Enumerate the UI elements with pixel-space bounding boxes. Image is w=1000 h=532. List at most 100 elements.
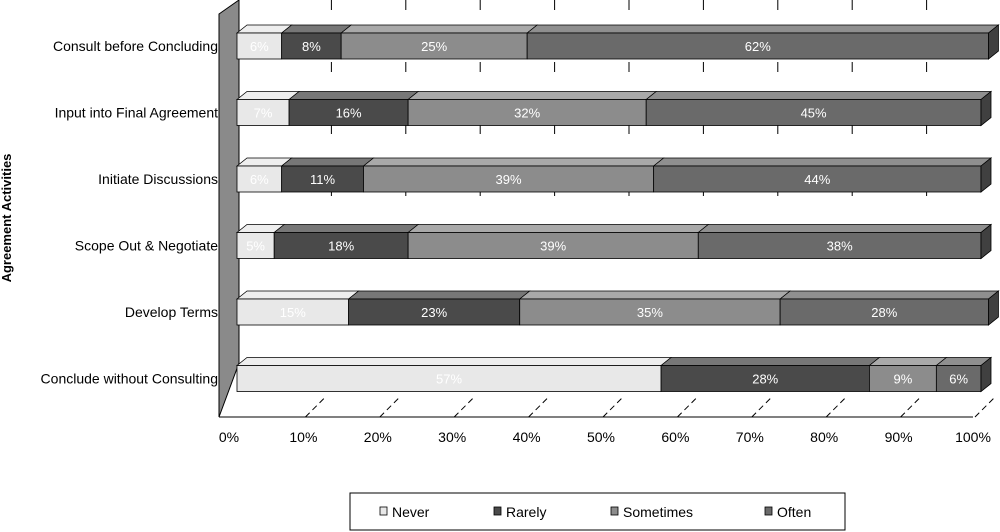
bar-segment: 35% — [518, 290, 792, 326]
bar-segment: 6% — [235, 157, 293, 193]
legend-label: Rarely — [506, 504, 546, 520]
bar-segment: 6% — [235, 24, 293, 60]
x-tick-label: 10% — [289, 429, 317, 445]
legend-label: Never — [392, 504, 430, 520]
bar-top-face — [280, 157, 375, 167]
gridlines — [305, 0, 996, 418]
data-label: 44% — [804, 172, 830, 187]
data-label: 6% — [250, 172, 269, 187]
bar-top-face — [347, 290, 531, 300]
bar-front-face — [273, 232, 409, 259]
bar-top-face — [280, 24, 353, 34]
data-label: 32% — [514, 106, 540, 121]
bar-top-face — [659, 357, 881, 366]
bar-segment: 18% — [273, 224, 420, 259]
bar-front-face — [236, 232, 275, 259]
category-label: Input into Final Agreement — [55, 105, 219, 121]
bar-front-face — [236, 99, 290, 126]
x-tick-label: 100% — [955, 429, 991, 445]
bar-front-face — [236, 165, 283, 193]
bar-front-face — [236, 365, 662, 392]
bar-front-face — [519, 298, 781, 326]
bar-top-face — [778, 290, 1000, 300]
x-tick-label: 90% — [885, 429, 913, 445]
x-tick-label: 60% — [661, 429, 689, 445]
x-axis-tick-labels: 0% 10% 20% 30% 40% 50% 60% 70% 80% 90% 100% — [219, 429, 991, 445]
bar-side-face — [980, 90, 992, 127]
bar-front-face — [236, 298, 349, 326]
legend-item: Often — [764, 504, 811, 520]
data-label: 38% — [827, 239, 853, 254]
legend: Never Rarely Sometimes Often — [349, 492, 846, 531]
bar-segment: 44% — [652, 157, 993, 193]
bar-front-face — [645, 99, 982, 126]
data-label: 8% — [302, 39, 321, 54]
bar-front-face — [281, 165, 364, 193]
bar-side-face — [988, 290, 999, 326]
legend-item: Never — [379, 504, 430, 520]
bar-segment: 11% — [280, 157, 375, 193]
bar-segment: 57% — [235, 357, 673, 392]
bar-top-face — [697, 224, 993, 233]
data-label: 6% — [949, 372, 968, 387]
data-label: 39% — [540, 239, 566, 254]
data-label: 28% — [752, 372, 778, 387]
bar-segment: 15% — [235, 290, 360, 326]
bar-segment: 45% — [645, 90, 993, 127]
bar-top-face — [652, 157, 993, 167]
data-label: 15% — [280, 305, 306, 320]
floor-gridline — [900, 396, 921, 418]
legend-swatch — [764, 506, 773, 516]
bar-side-face — [980, 356, 992, 393]
bar-front-face — [779, 298, 989, 326]
bar-top-face — [868, 357, 948, 366]
data-label: 57% — [436, 372, 462, 387]
data-label: 62% — [745, 39, 771, 54]
chart-backdrop — [218, 0, 973, 418]
legend-item: Sometimes — [610, 504, 693, 520]
category-labels: Consult before Concluding Input into Fina… — [41, 38, 219, 387]
data-label: 35% — [637, 305, 663, 320]
bar-front-face — [407, 99, 647, 126]
floor-gridline — [305, 396, 326, 418]
legend-item: Rarely — [493, 504, 546, 520]
bar-segment: 23% — [347, 290, 531, 326]
bar-segment: 6% — [935, 356, 993, 393]
data-label: 6% — [250, 39, 269, 54]
bar-front-face — [236, 32, 283, 60]
bar-top-face — [406, 91, 658, 100]
x-tick-label: 30% — [438, 429, 466, 445]
x-tick-label: 40% — [513, 429, 541, 445]
bar-segment: 62% — [526, 24, 1000, 60]
bar-top-face — [526, 24, 1000, 34]
data-label: 7% — [254, 106, 273, 121]
data-label: 11% — [310, 172, 335, 187]
floor-gridline — [825, 396, 847, 418]
legend-label: Sometimes — [623, 504, 693, 520]
category-label: Develop Terms — [125, 304, 218, 320]
bar-front-face — [407, 232, 699, 259]
data-label: 16% — [336, 106, 362, 121]
bar-top-face — [287, 91, 420, 100]
floor-gridline — [751, 396, 773, 418]
bar-segment: 28% — [659, 357, 881, 392]
legend-box — [349, 492, 846, 531]
data-label: 18% — [328, 239, 354, 254]
bar-side-face — [980, 157, 992, 193]
category-label: Conclude without Consulting — [41, 371, 218, 387]
category-label: Consult before Concluding — [53, 38, 218, 54]
category-label: Initiate Discussions — [98, 171, 218, 187]
bar-segment: 16% — [287, 91, 420, 126]
bar-segment: 25% — [340, 24, 539, 60]
data-label: 45% — [801, 106, 827, 121]
bar-top-face — [340, 24, 539, 34]
floor-gridline — [677, 396, 698, 418]
bars: 6% 8% 25% 62% 7% 16% 32% 45% 6% 11% 39% 44% 5% 18% 39%… — [235, 24, 1000, 393]
data-label: 23% — [421, 305, 447, 320]
bar-front-face — [348, 298, 521, 326]
category-label: Scope Out & Negotiate — [75, 238, 218, 254]
x-tick-label: 80% — [810, 429, 838, 445]
bar-segment: 39% — [362, 157, 665, 193]
bar-top-face — [235, 357, 673, 366]
